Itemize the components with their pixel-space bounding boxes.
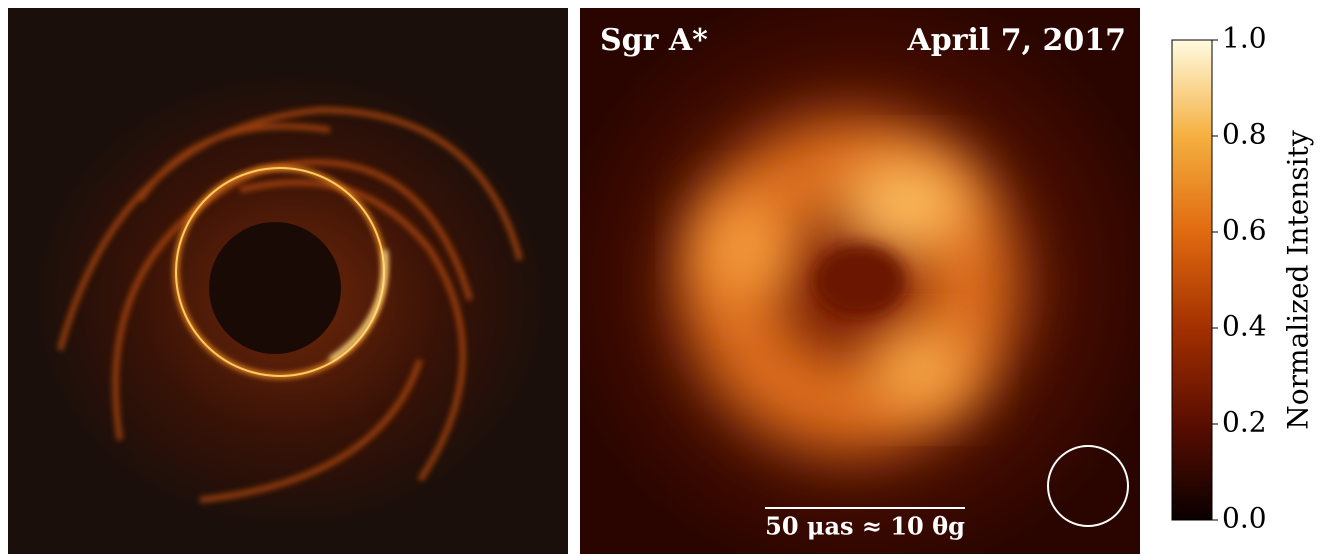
panel-date: April 7, 2017 <box>906 23 1126 58</box>
panel-title: Sgr A* <box>600 23 708 58</box>
colorbar-tick-label: 0.6 <box>1222 214 1267 247</box>
colorbar-tick-label: 0.8 <box>1222 118 1267 151</box>
simulation-image <box>8 8 568 554</box>
colorbar-tick-label: 0.0 <box>1222 502 1267 535</box>
colorbar-label: Normalized Intensity <box>1282 130 1315 430</box>
colorbar <box>1172 40 1212 520</box>
observation-image <box>580 8 1140 554</box>
colorbar-tick-label: 0.2 <box>1222 406 1267 439</box>
colorbar-tick-label: 0.4 <box>1222 310 1267 343</box>
figure: Sgr A* April 7, 2017 50 μas ≈ 10 θg Norm… <box>0 0 1320 556</box>
colorbar-tick-label: 1.0 <box>1222 22 1267 55</box>
scale-bar-label: 50 μas ≈ 10 θg <box>765 512 965 541</box>
